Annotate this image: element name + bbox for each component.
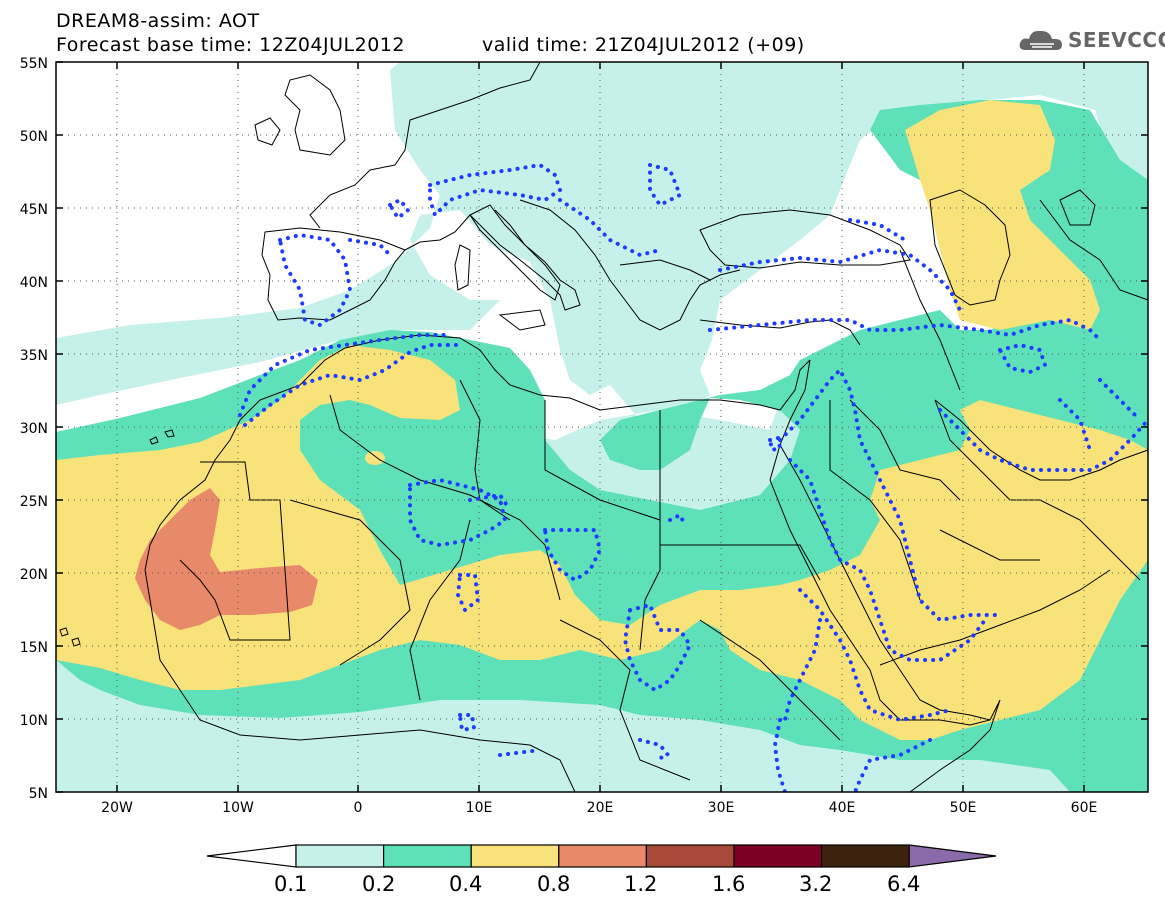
colorbar-swatch: [645, 844, 735, 868]
colorbar: [206, 844, 997, 868]
graticule: [56, 62, 1148, 792]
cloud-icon: [1019, 30, 1062, 50]
lat-label: 40N: [20, 275, 48, 291]
lat-label: 50N: [20, 129, 48, 145]
lat-label: 35N: [20, 348, 48, 364]
colorbar-label: 0.1: [274, 872, 308, 896]
colorbar-over-arrow: [908, 844, 997, 868]
lat-labels: 55N 50N 45N 40N 35N 30N 25N 20N 15N 10N …: [20, 56, 48, 802]
axis-ticks: [56, 61, 1148, 793]
colorbar-label: 1.2: [624, 872, 658, 896]
lon-label: 50E: [950, 800, 977, 816]
lat-label: 10N: [20, 713, 48, 729]
colorbar-swatch: [383, 844, 472, 868]
coastlines: [59, 62, 1148, 792]
lat-label: 45N: [20, 202, 48, 218]
lon-label: 0: [354, 800, 363, 816]
colorbar-label: 6.4: [887, 872, 921, 896]
colorbar-swatch: [733, 844, 823, 868]
product-title: DREAM8-assim: AOT: [56, 10, 260, 32]
colorbar-under-arrow: [206, 844, 297, 868]
colorbar-label: 1.6: [712, 872, 746, 896]
lat-label: 25N: [20, 494, 48, 510]
lon-labels: 20W 10W 0 10E 20E 30E 40E 50E 60E: [101, 800, 1097, 816]
lon-label: 20E: [587, 800, 614, 816]
aot-level-0.4: [56, 345, 1148, 740]
aot-level-0.8: [135, 488, 318, 630]
lat-label: 5N: [29, 786, 48, 802]
aot-level-0.4-spot: [365, 451, 385, 465]
colorbar-swatch: [558, 844, 647, 868]
colorbar-swatch: [820, 844, 910, 868]
lon-label: 30E: [708, 800, 735, 816]
aot-level-0.4-caspian: [905, 100, 1100, 330]
colorbar-swatch: [295, 844, 385, 868]
lon-label: 10E: [466, 800, 493, 816]
colorbar-label: 3.2: [799, 872, 833, 896]
lat-label: 15N: [20, 640, 48, 656]
colorbar-label: 0.4: [449, 872, 483, 896]
lat-label: 20N: [20, 567, 48, 583]
colorbar-label: 0.8: [537, 872, 571, 896]
logo-text: SEEVCCC: [1068, 28, 1165, 52]
valid-time: valid time: 21Z04JUL2012 (+09): [482, 34, 805, 56]
lon-label: 20W: [101, 800, 133, 816]
lat-label: 55N: [20, 56, 48, 72]
colorbar-swatch: [470, 844, 560, 868]
dotted-contours: [238, 162, 1148, 792]
base-time: Forecast base time: 12Z04JUL2012: [56, 34, 405, 56]
lon-label: 60E: [1071, 800, 1098, 816]
lon-label: 40E: [829, 800, 856, 816]
seevccc-logo: SEEVCCC: [1018, 24, 1165, 56]
lat-label: 30N: [20, 421, 48, 437]
lon-label: 10W: [222, 800, 254, 816]
colorbar-label: 0.2: [362, 872, 396, 896]
